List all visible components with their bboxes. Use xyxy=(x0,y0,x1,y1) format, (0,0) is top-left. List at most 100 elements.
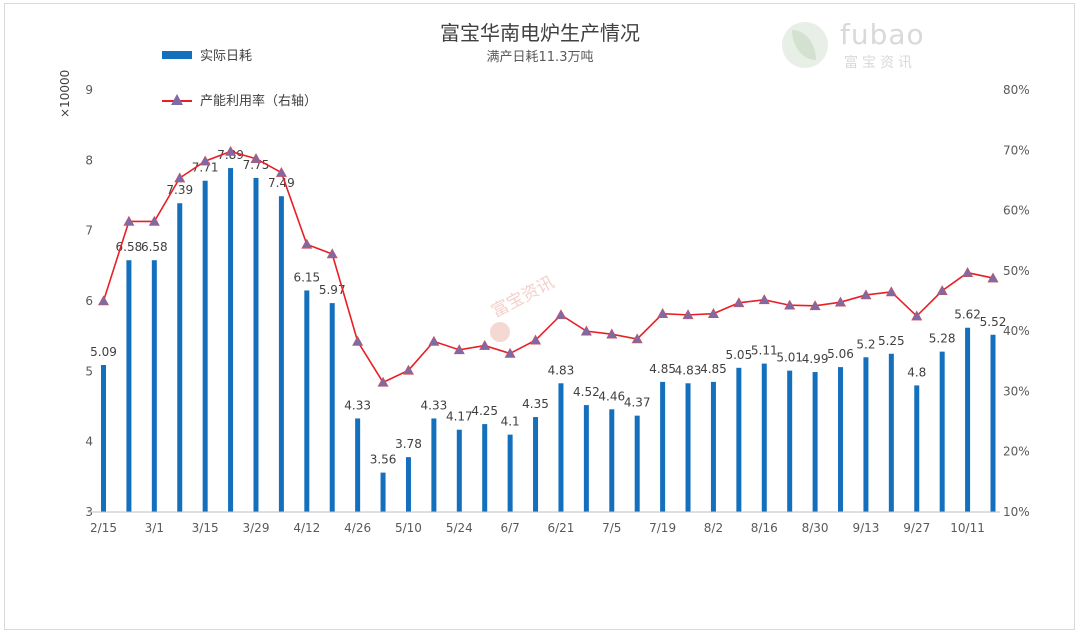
line-point xyxy=(936,285,948,296)
legend-line-swatch xyxy=(162,93,192,107)
bar xyxy=(990,334,996,512)
bar-data-label: 5.01 xyxy=(776,351,803,365)
bar xyxy=(101,365,106,512)
bar xyxy=(304,290,310,512)
chart-subtitle: 满产日耗11.3万吨 xyxy=(486,50,594,65)
bar xyxy=(278,196,284,512)
line-point xyxy=(784,299,796,310)
bar xyxy=(685,383,691,512)
bar xyxy=(355,418,361,512)
bar xyxy=(710,381,716,512)
line-point xyxy=(555,309,567,320)
bar xyxy=(558,383,564,512)
bar xyxy=(660,381,666,512)
bar-data-label: 4.83 xyxy=(675,363,702,377)
bar xyxy=(151,260,157,512)
bar-data-label: 5.2 xyxy=(856,337,875,351)
line-point xyxy=(580,325,592,336)
line-point xyxy=(606,328,618,339)
y-right-tick-label: 50% xyxy=(1003,264,1030,278)
bar xyxy=(634,415,640,512)
legend-bar-label: 实际日耗 xyxy=(200,49,253,64)
x-tick-label: 6/7 xyxy=(500,521,519,535)
bar xyxy=(177,203,183,512)
y-left-tick-label: 6 xyxy=(85,294,93,308)
x-tick-label: 8/30 xyxy=(802,521,829,535)
bar-data-label: 4.33 xyxy=(344,398,371,412)
bar xyxy=(533,417,539,512)
line-point xyxy=(250,153,262,164)
line-point xyxy=(326,248,338,259)
bar xyxy=(583,405,589,512)
line-point xyxy=(225,145,237,156)
bar-data-label: 6.58 xyxy=(141,240,168,254)
bar-data-label: 4.8 xyxy=(907,365,926,379)
bar-series xyxy=(101,168,996,513)
logo-text-en: fubao xyxy=(840,18,925,51)
bar-data-label: 6.15 xyxy=(293,270,320,284)
x-tick-label: 8/2 xyxy=(704,521,723,535)
line-point xyxy=(631,333,643,344)
line-point xyxy=(911,310,923,321)
bar xyxy=(228,168,234,512)
bar xyxy=(405,457,411,512)
bar-data-label: 4.33 xyxy=(421,398,448,412)
bar xyxy=(888,353,894,512)
chart-frame xyxy=(4,3,1075,630)
line-point xyxy=(453,344,465,355)
bar xyxy=(380,472,386,512)
bar xyxy=(456,429,462,512)
bar xyxy=(965,327,971,512)
bar-data-label: 5.09 xyxy=(90,345,117,359)
bar xyxy=(507,434,513,512)
bar-data-label: 4.25 xyxy=(471,404,498,418)
line-point xyxy=(199,155,211,166)
x-tick-label: 10/11 xyxy=(950,521,985,535)
x-tick-label: 2/15 xyxy=(90,521,117,535)
y-axis-right: 10% 20% 30% 40% 50% 60% 70% 80% xyxy=(1003,83,1030,519)
x-tick-label: 4/12 xyxy=(293,521,320,535)
bar-data-label: 4.46 xyxy=(598,389,625,403)
legend-item-line: 产能利用率（右轴） xyxy=(162,90,317,109)
legend-bar-swatch xyxy=(162,50,192,59)
bar-data-label: 3.78 xyxy=(395,437,422,451)
y-right-tick-label: 30% xyxy=(1003,384,1030,398)
line-point xyxy=(174,172,186,183)
bar xyxy=(914,385,920,512)
bar-data-label: 5.28 xyxy=(929,332,956,346)
line-series xyxy=(97,145,999,387)
line-point xyxy=(682,309,694,320)
x-tick-label: 3/1 xyxy=(145,521,164,535)
y-right-tick-label: 70% xyxy=(1003,143,1030,157)
y-left-tick-label: 7 xyxy=(85,224,93,238)
y-right-tick-label: 60% xyxy=(1003,204,1030,218)
bar xyxy=(863,357,869,512)
bar-data-label: 4.35 xyxy=(522,397,549,411)
x-tick-label: 3/15 xyxy=(192,521,219,535)
y-left-tick-label: 9 xyxy=(85,83,93,97)
line-point xyxy=(835,296,847,307)
bar-data-label: 3.56 xyxy=(370,453,397,467)
bar-data-label: 4.17 xyxy=(446,410,473,424)
line-point xyxy=(428,335,440,346)
bar-data-label: 5.97 xyxy=(319,283,346,297)
bar-data-label: 4.52 xyxy=(573,385,600,399)
bar xyxy=(482,424,488,512)
line-point xyxy=(657,308,669,318)
legend-item-bar: 实际日耗 xyxy=(162,45,252,64)
bar-data-label: 7.49 xyxy=(268,176,295,190)
line-point xyxy=(962,267,974,277)
bar xyxy=(736,367,742,512)
bar xyxy=(812,372,818,512)
bar-data-label: 5.11 xyxy=(751,344,778,358)
bar xyxy=(609,409,615,512)
line-point xyxy=(148,215,160,226)
x-tick-label: 8/16 xyxy=(751,521,778,535)
line-point xyxy=(504,347,516,358)
logo-text-cn: 富宝资讯 xyxy=(844,55,916,71)
bar-data-label: 4.83 xyxy=(548,363,575,377)
line-point xyxy=(733,297,745,308)
y-left-tick-label: 8 xyxy=(85,153,93,167)
watermark-icon xyxy=(490,322,510,342)
